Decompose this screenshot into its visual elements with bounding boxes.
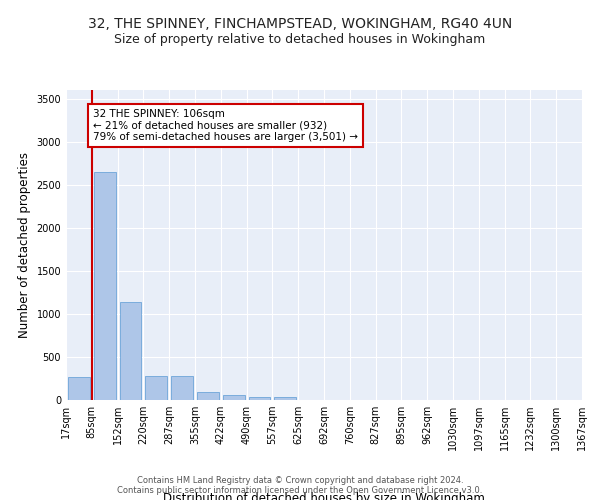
Bar: [145, 376, 167, 400]
X-axis label: Distribution of detached houses by size in Wokingham: Distribution of detached houses by size …: [163, 492, 485, 500]
Text: Contains public sector information licensed under the Open Government Licence v3: Contains public sector information licen…: [118, 486, 482, 495]
Bar: [171, 376, 193, 400]
Bar: [223, 395, 245, 400]
Y-axis label: Number of detached properties: Number of detached properties: [18, 152, 31, 338]
Bar: [119, 302, 142, 400]
Text: Contains HM Land Registry data © Crown copyright and database right 2024.: Contains HM Land Registry data © Crown c…: [137, 476, 463, 485]
Bar: [248, 396, 271, 400]
Text: 32, THE SPINNEY, FINCHAMPSTEAD, WOKINGHAM, RG40 4UN: 32, THE SPINNEY, FINCHAMPSTEAD, WOKINGHA…: [88, 18, 512, 32]
Bar: [94, 172, 116, 400]
Bar: [68, 377, 90, 400]
Bar: [274, 396, 296, 400]
Text: Size of property relative to detached houses in Wokingham: Size of property relative to detached ho…: [115, 32, 485, 46]
Text: 32 THE SPINNEY: 106sqm
← 21% of detached houses are smaller (932)
79% of semi-de: 32 THE SPINNEY: 106sqm ← 21% of detached…: [93, 109, 358, 142]
Bar: [197, 392, 219, 400]
